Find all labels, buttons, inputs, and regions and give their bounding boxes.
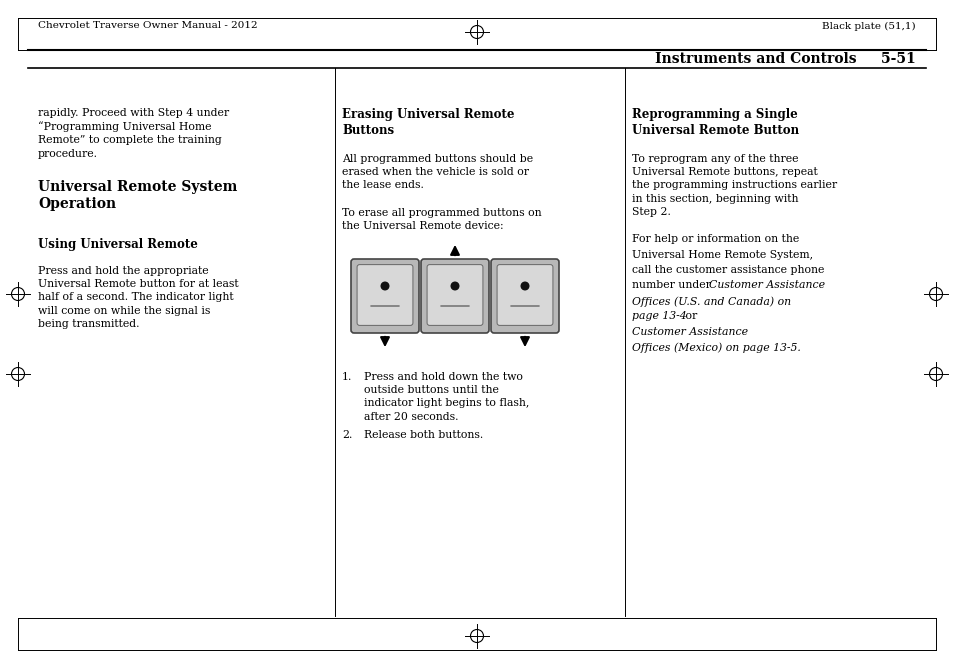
Text: Offices (Mexico) on page 13-5.: Offices (Mexico) on page 13-5. — [631, 343, 800, 353]
FancyBboxPatch shape — [497, 265, 553, 325]
Text: Release both buttons.: Release both buttons. — [364, 430, 483, 440]
FancyBboxPatch shape — [356, 265, 413, 325]
Text: Using Universal Remote: Using Universal Remote — [38, 238, 197, 251]
Text: Offices (U.S. and Canada) on: Offices (U.S. and Canada) on — [631, 296, 790, 307]
FancyBboxPatch shape — [427, 265, 482, 325]
Text: To reprogram any of the three
Universal Remote buttons, repeat
the programming i: To reprogram any of the three Universal … — [631, 154, 836, 217]
Text: 1.: 1. — [341, 372, 352, 382]
Text: rapidly. Proceed with Step 4 under
“Programming Universal Home
Remote” to comple: rapidly. Proceed with Step 4 under “Prog… — [38, 108, 229, 159]
Text: Universal Home Remote System,: Universal Home Remote System, — [631, 250, 812, 259]
Circle shape — [520, 282, 528, 290]
Text: Press and hold the appropriate
Universal Remote button for at least
half of a se: Press and hold the appropriate Universal… — [38, 266, 238, 329]
Text: 2.: 2. — [341, 430, 352, 440]
Text: For help or information on the: For help or information on the — [631, 234, 799, 244]
Circle shape — [451, 282, 458, 290]
Text: Black plate (51,1): Black plate (51,1) — [821, 21, 915, 31]
Text: or: or — [681, 311, 700, 321]
Text: Instruments and Controls     5-51: Instruments and Controls 5-51 — [655, 52, 915, 66]
Text: Erasing Universal Remote
Buttons: Erasing Universal Remote Buttons — [341, 108, 514, 137]
Text: All programmed buttons should be
erased when the vehicle is sold or
the lease en: All programmed buttons should be erased … — [341, 154, 533, 190]
Text: Universal Remote System
Operation: Universal Remote System Operation — [38, 180, 237, 211]
Text: number under: number under — [631, 281, 714, 291]
Circle shape — [381, 282, 389, 290]
FancyBboxPatch shape — [420, 259, 489, 333]
Text: page 13-4: page 13-4 — [631, 311, 686, 321]
FancyBboxPatch shape — [351, 259, 418, 333]
Text: Reprogramming a Single
Universal Remote Button: Reprogramming a Single Universal Remote … — [631, 108, 799, 137]
Text: Customer Assistance: Customer Assistance — [631, 327, 747, 337]
Text: To erase all programmed buttons on
the Universal Remote device:: To erase all programmed buttons on the U… — [341, 208, 541, 231]
Text: Chevrolet Traverse Owner Manual - 2012: Chevrolet Traverse Owner Manual - 2012 — [38, 21, 257, 31]
FancyBboxPatch shape — [491, 259, 558, 333]
Text: Customer Assistance: Customer Assistance — [708, 281, 824, 291]
Text: Press and hold down the two
outside buttons until the
indicator light begins to : Press and hold down the two outside butt… — [364, 372, 529, 422]
Text: call the customer assistance phone: call the customer assistance phone — [631, 265, 823, 275]
